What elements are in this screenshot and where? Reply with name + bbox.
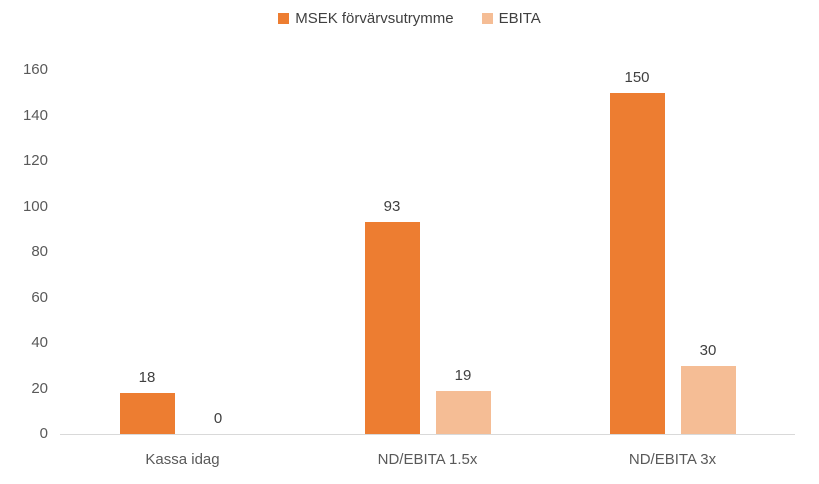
y-axis-tick-label: 80 — [31, 243, 48, 260]
bar-value-label: 150 — [624, 68, 650, 86]
y-axis-tick-label: 20 — [31, 379, 48, 397]
bar-value-label: 30 — [699, 341, 717, 359]
y-axis-tick-label: 100 — [22, 197, 48, 215]
bar-msek — [119, 393, 175, 434]
y-axis-tick-label: 60 — [31, 288, 48, 306]
y-axis-tick-label: 40 — [31, 334, 48, 351]
bar-value-label: 93 — [383, 198, 401, 216]
y-axis-tick-label: 0 — [39, 425, 48, 442]
y-axis-tick-label: 160 — [22, 61, 48, 78]
x-axis-category-label: ND/EBITA 1.5x — [377, 451, 478, 468]
legend-swatch-msek-icon — [278, 13, 290, 24]
legend-item-msek-forvarvsutrymme: MSEK förvärvsutrymme — [278, 10, 454, 27]
legend-label-ebita: EBITA — [498, 10, 541, 27]
x-axis-category-label: ND/EBITA 3x — [628, 451, 717, 468]
bar-value-label: 19 — [454, 366, 472, 384]
bar-ebita — [680, 365, 736, 434]
bar-value-label: 0 — [213, 410, 223, 427]
x-axis-category-label: Kassa idag — [145, 451, 220, 468]
y-axis-tick-label: 120 — [22, 152, 48, 169]
x-axis-line — [60, 434, 795, 435]
legend-label-msek: MSEK förvärvsutrymme — [295, 10, 454, 27]
y-axis-tick-label: 140 — [22, 106, 48, 124]
bar-msek — [364, 222, 420, 434]
bar-ebita — [435, 390, 491, 434]
bar-value-label: 18 — [138, 369, 156, 387]
legend-swatch-ebita-icon — [481, 13, 493, 24]
legend-item-ebita: EBITA — [481, 10, 541, 27]
chart-legend: MSEK förvärvsutrymme EBITA — [0, 10, 819, 27]
bar-msek — [609, 92, 665, 434]
